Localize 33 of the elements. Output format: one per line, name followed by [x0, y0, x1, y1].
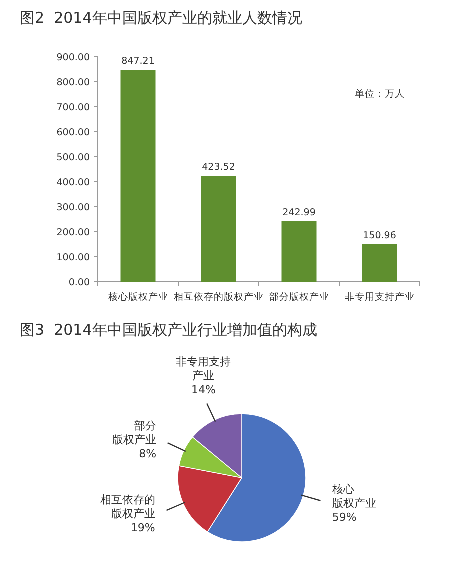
data-label: 242.99: [282, 207, 316, 218]
data-label: 847.21: [122, 56, 155, 68]
data-label: 19%: [130, 522, 156, 535]
chart-title: 图2 2014年中国版权产业的就业人数情况: [20, 9, 302, 27]
y-tick-label: 700.00: [56, 102, 90, 114]
x-tick-label: 非专用支持产业: [344, 291, 415, 303]
bar: [120, 70, 156, 282]
y-tick-label: 100.00: [56, 252, 90, 264]
annotation: 单位：万人: [355, 88, 405, 100]
slice-label: 相互依存的版权产业: [100, 494, 156, 521]
y-tick-label: 400.00: [56, 178, 90, 188]
y-tick-label: 200.00: [56, 228, 90, 238]
y-tick-label: 800.00: [56, 78, 90, 88]
data-label: 8%: [139, 448, 157, 461]
data-label: 423.52: [202, 162, 236, 174]
x-tick-label: 部分版权产业: [269, 291, 330, 303]
data-label: 150.96: [363, 230, 396, 242]
y-tick-label: 500.00: [56, 152, 90, 164]
data-label: 59%: [332, 511, 357, 524]
y-tick-label: 0.00: [68, 278, 90, 288]
bar: [362, 244, 398, 282]
y-tick-label: 300.00: [56, 202, 90, 214]
bar: [201, 176, 236, 282]
slice-label: 核心版权产业: [331, 483, 376, 510]
slice-label: 非专用支持产业: [176, 356, 232, 383]
x-tick-label: 核心版权产业: [107, 291, 168, 303]
chart-title: 图3 2014年中国版权产业行业增加值的构成: [20, 321, 318, 339]
y-tick-label: 900.00: [56, 52, 90, 64]
data-label: 14%: [191, 384, 216, 397]
y-tick-label: 600.00: [56, 128, 90, 138]
x-tick-label: 相互依存的版权产业: [174, 291, 264, 303]
slice-label: 部分版权产业: [112, 420, 157, 447]
bar: [282, 221, 317, 282]
